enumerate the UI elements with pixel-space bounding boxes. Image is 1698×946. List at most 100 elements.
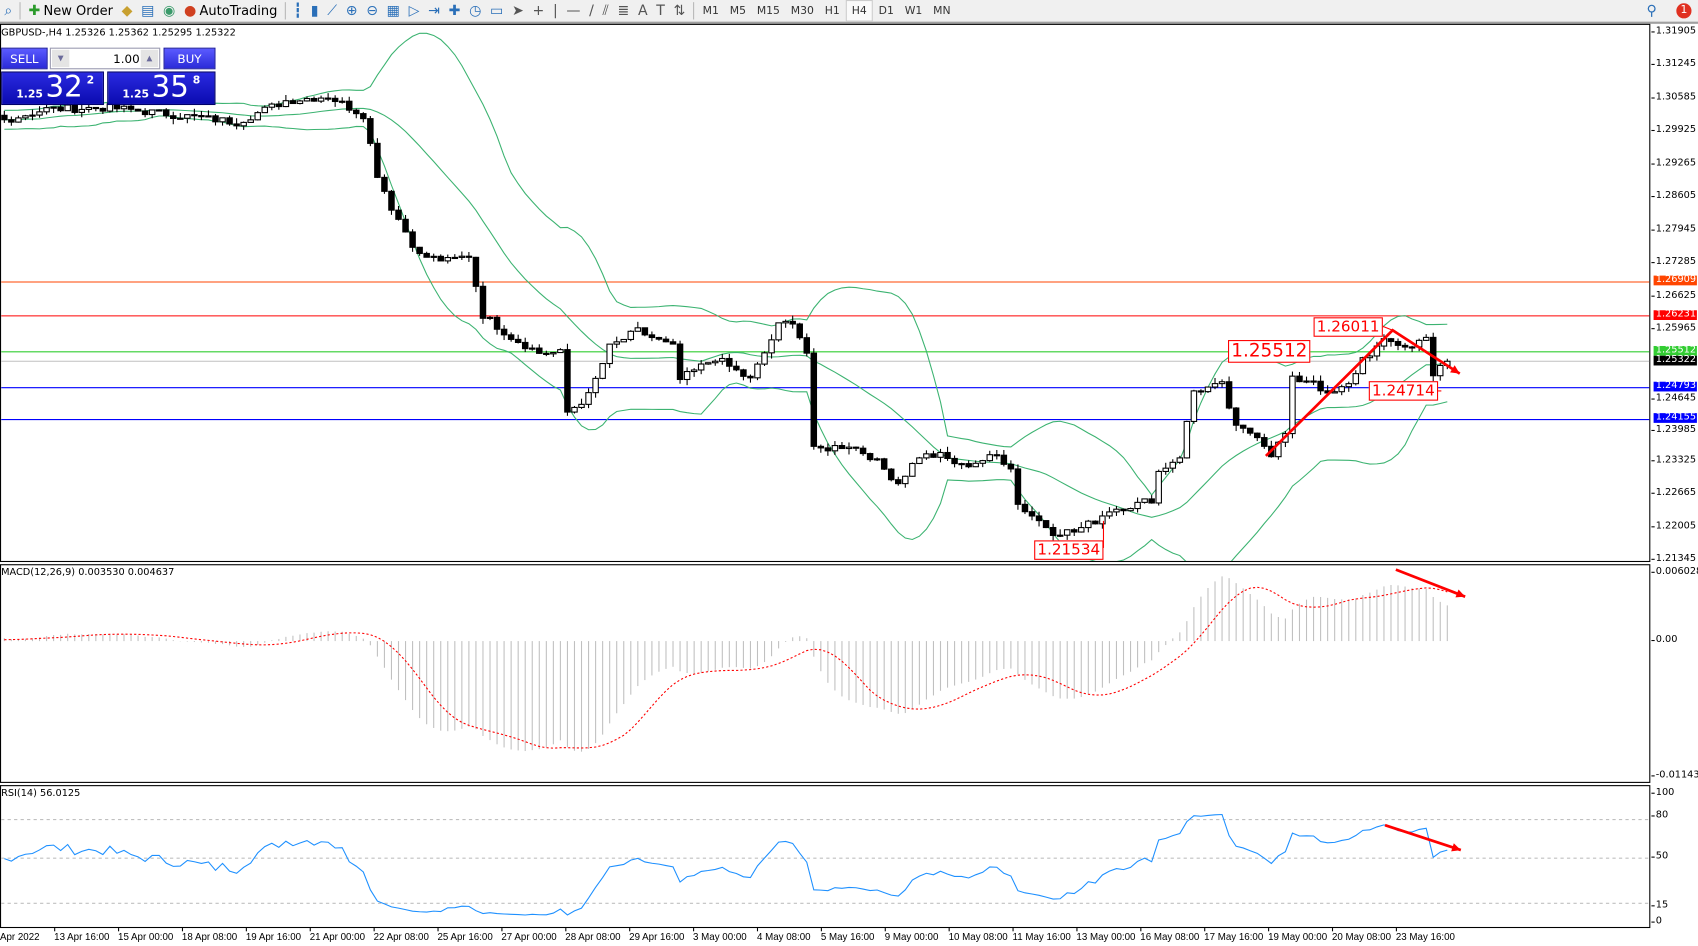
candle [247,115,254,123]
zoom-out-button[interactable]: ⊖ [362,1,382,20]
vertical-line-button[interactable]: | [549,1,562,20]
trend-arrow-macd[interactable] [1395,568,1466,598]
level-price-tag: 1.25512 [1653,345,1697,356]
candle [817,444,825,453]
timeframe-m30[interactable]: M30 [790,4,814,17]
templates-button[interactable]: ▭ [486,1,508,20]
candle [1408,345,1416,353]
text-label-button[interactable]: T [652,1,669,20]
candle [162,108,170,119]
new-order-icon: ✚ [28,2,41,19]
candle [1310,375,1317,386]
candle [866,452,874,462]
equidistant-channel-button[interactable]: ⫽ [598,1,613,20]
chart-shift-button[interactable]: ⇥ [424,1,444,20]
new-order-button[interactable]: ✚ New Order [24,1,117,20]
horizontal-line-button[interactable]: — [562,1,585,20]
experts-button[interactable]: ◆ [117,1,136,20]
candle [1021,500,1029,515]
text-label-icon: T [656,2,665,19]
candle [873,457,881,462]
timeframe-m1[interactable]: M1 [702,4,719,17]
candle [1127,507,1134,512]
candle [557,348,564,354]
sell-button[interactable]: SELL [1,47,48,70]
timeframe-m5[interactable]: M5 [729,4,746,17]
candle [437,254,444,262]
candlestick-button[interactable]: ▮ [306,1,322,20]
buy-button[interactable]: BUY [163,47,216,70]
level-price-tag: 1.26231 [1653,309,1697,320]
line-chart-button[interactable]: ⟋ [323,1,342,20]
candle [282,95,290,108]
candle [261,105,269,114]
price-chart-panel[interactable]: GBPUSD-,H4 1.25326 1.25362 1.25295 1.253… [0,23,1651,563]
time-axis-label: 12 Apr 2022 [0,931,40,942]
macd-panel[interactable]: MACD(12,26,9) 0.003530 0.004637 [0,564,1651,783]
periods-button[interactable]: ◷ [465,1,486,20]
candle [1246,427,1254,436]
timeframe-d1[interactable]: D1 [878,4,894,17]
candle [1190,389,1198,424]
time-axis-label: 13 Apr 16:00 [54,928,110,943]
time-axis-label: 16 May 08:00 [1140,928,1200,943]
timeframe-h4[interactable]: H4 [845,0,874,22]
signals-button[interactable]: ◉ [159,1,180,20]
autotrading-button[interactable]: ● AutoTrading [180,1,282,20]
arrows-button[interactable]: ⇅ [669,1,689,20]
price-axis-label: 1.22665 [1651,487,1697,499]
candle [923,450,930,460]
lot-increase-icon[interactable]: ▲ [140,49,159,68]
candle [902,475,909,488]
text-button[interactable]: A [634,1,652,20]
candle [472,256,480,293]
bar-chart-button[interactable]: ┇ [289,1,306,20]
price-axis[interactable]: 1.31905 1.31245 1.30585 1.29925 1.29265 1.286… [1651,0,1698,564]
trendline-button[interactable]: / [585,1,598,20]
candle [1289,371,1296,439]
candle [662,336,670,343]
crosshair-button[interactable]: + [528,1,548,20]
annotation-label-1.26011[interactable]: 1.26011 [1313,317,1383,337]
candle [1042,520,1050,529]
notification-badge[interactable]: 1 [1676,3,1692,19]
ask-price-box[interactable]: 1.25 35 8 [107,70,216,106]
annotation-label-1.24714[interactable]: 1.24714 [1368,381,1438,401]
price-axis-label: 1.26625 [1651,289,1697,301]
candle [1078,522,1085,533]
tile-windows-button[interactable]: ▦ [382,1,404,20]
lot-decrease-icon[interactable]: ▼ [51,49,70,68]
search-icon[interactable]: ⚲ [1646,2,1657,19]
zoom-in-button[interactable]: ⊕ [341,1,361,20]
candle [205,110,212,118]
cursor-button[interactable]: ➤ [508,1,528,20]
market-watch-button[interactable]: ▤ [137,1,159,20]
auto-scroll-button[interactable]: ▷ [404,1,423,20]
timeframe-m15[interactable]: M15 [756,4,780,17]
annotation-label-1.25512[interactable]: 1.25512 [1228,340,1311,363]
candle [416,246,423,256]
zoom-in-icon: ⊕ [345,2,358,19]
rsi-panel[interactable]: RSI(14) 56.0125 [0,785,1651,929]
candle [824,443,832,456]
zoom-partial-button[interactable]: ⌕ [0,1,17,20]
trend-arrow-rsi[interactable] [1384,823,1462,852]
candle [958,462,965,470]
candle [15,115,22,123]
candle [57,105,64,113]
candle [986,450,994,462]
macd-axis-zero: 0.00 [1651,634,1678,646]
bid-price-box[interactable]: 1.25 32 2 [1,70,104,106]
time-axis[interactable]: 12 Apr 2022 13 Apr 16:00 15 Apr 00:00 18 Ap… [0,928,1651,946]
lot-size-input[interactable] [72,49,140,68]
fibonacci-button[interactable]: ≣ [613,1,633,20]
candle [198,111,205,121]
new-order-label: New Order [43,3,113,19]
candle [120,104,128,113]
timeframe-mn[interactable]: MN [933,4,951,17]
timeframe-h1[interactable]: H1 [824,4,840,17]
indicators-button[interactable]: ✚ [444,1,464,20]
annotation-label-1.21534[interactable]: 1.21534 [1034,540,1104,560]
candle [388,189,395,215]
timeframe-w1[interactable]: W1 [904,4,923,17]
